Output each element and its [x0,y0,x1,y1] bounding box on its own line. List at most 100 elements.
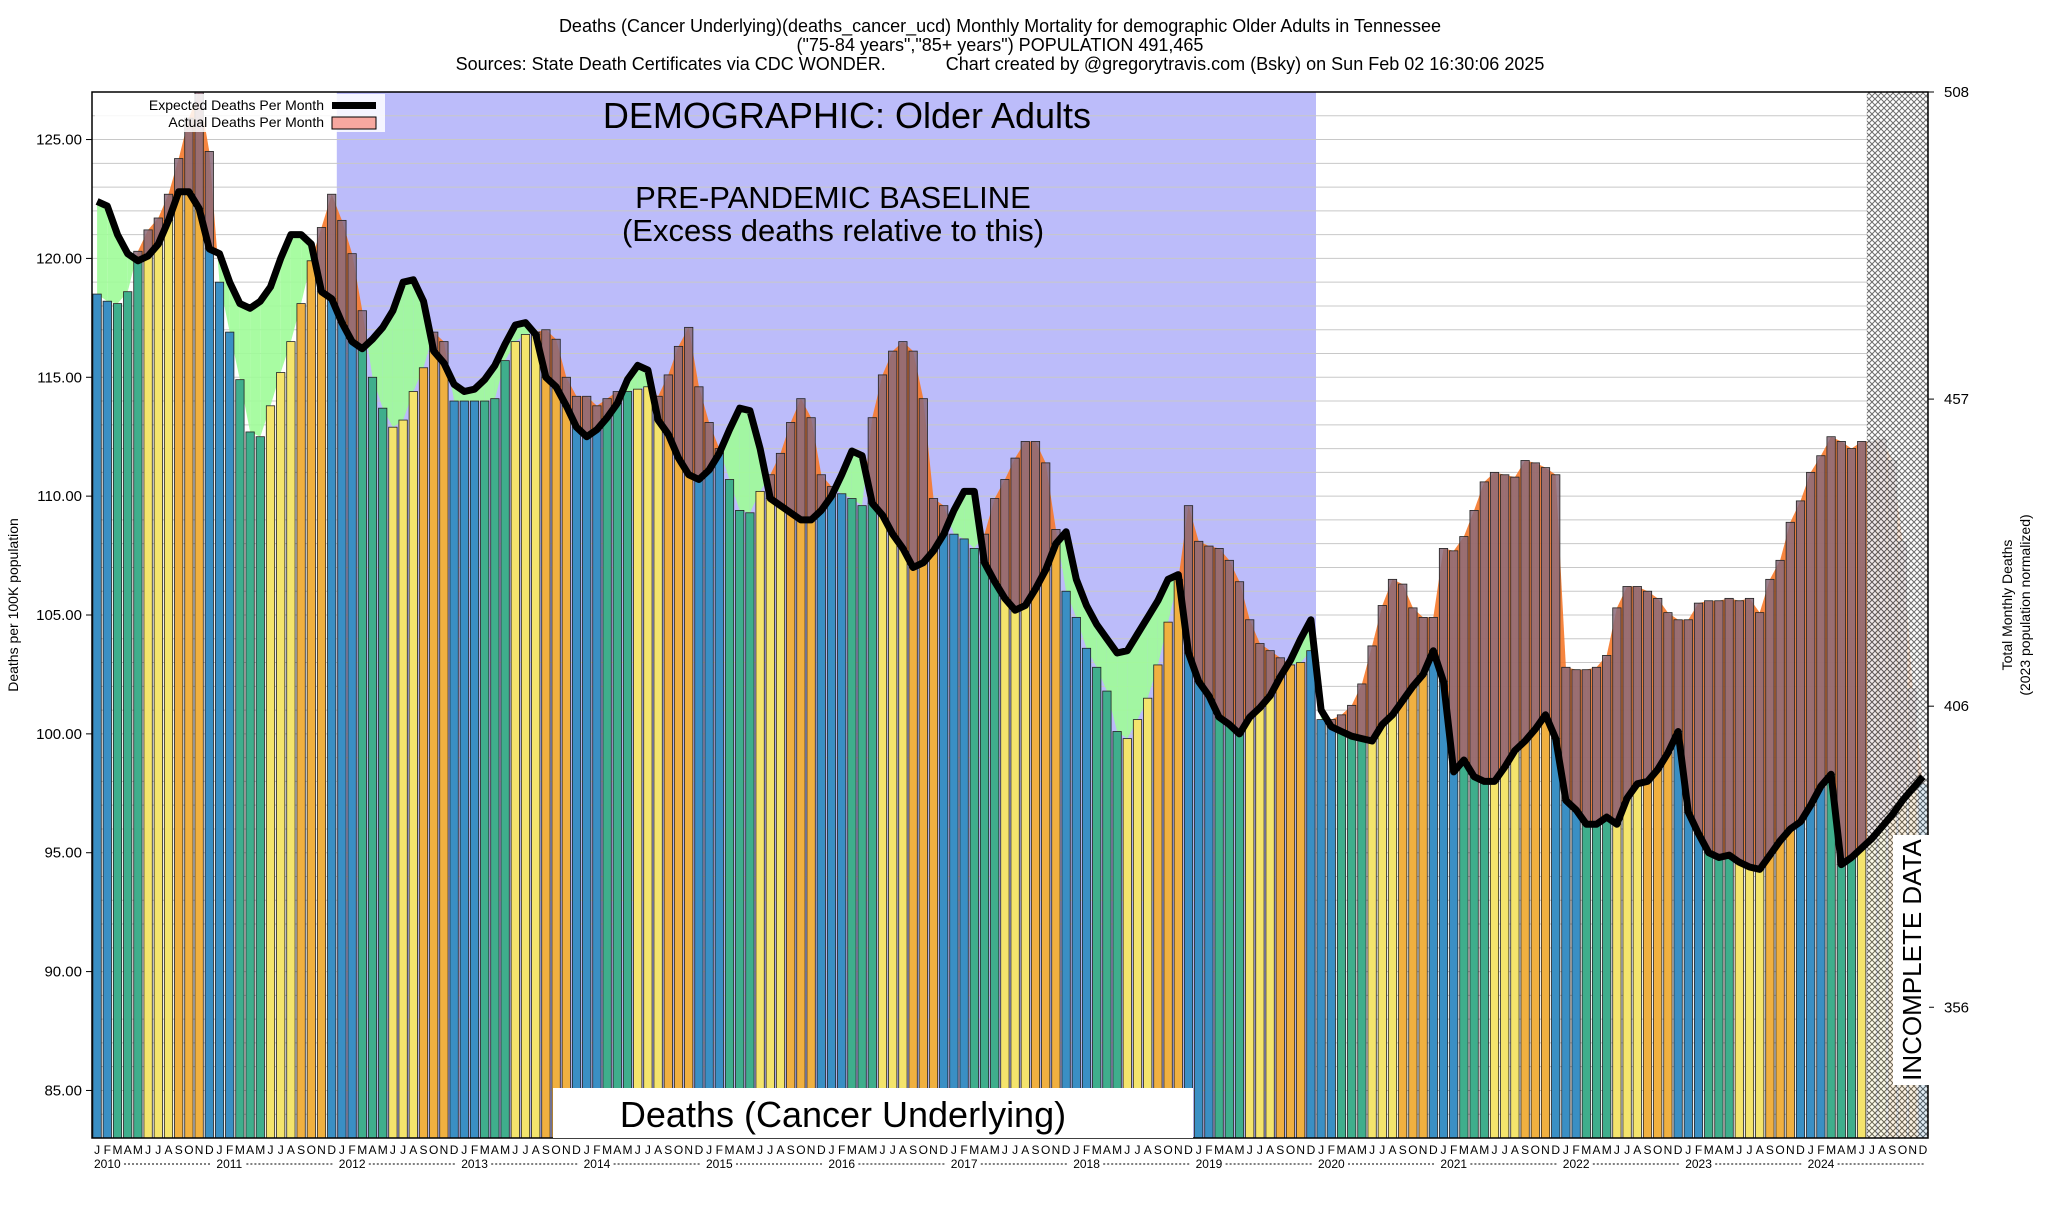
bar [236,380,244,1138]
y2-tick-label: 457 [1944,391,1969,408]
x-month-label: O [1408,1143,1417,1157]
bar-excess [1399,584,1407,700]
x-month-label: A [491,1143,499,1157]
bar [501,361,509,1138]
bar [562,406,570,1138]
bar [256,437,264,1138]
bar [389,427,397,1138]
incomplete-data-label: INCOMPLETE DATA [1897,838,1927,1080]
bar-excess [674,346,682,458]
bar [889,534,897,1138]
bar [1052,544,1060,1138]
x-month-label: F [1328,1143,1335,1157]
x-month-label: J [512,1143,518,1157]
x-month-label: O [184,1143,193,1157]
bar-excess [1705,601,1713,853]
x-month-label: M [1459,1143,1469,1157]
excess-deficit-area [97,201,107,301]
bar-excess [1613,608,1621,824]
x-month-label: J [523,1143,529,1157]
bar-excess [1827,437,1835,775]
bar-excess [1501,475,1509,767]
bar [521,334,529,1138]
x-month-label: J [584,1143,590,1157]
x-month-label: M [1357,1143,1367,1157]
x-month-label: O [1775,1143,1784,1157]
bar-excess [1205,546,1213,696]
x-month-label: D [1429,1143,1438,1157]
bar [113,304,121,1138]
x-month-label: O [919,1143,928,1157]
bar [1205,696,1213,1138]
bar-excess [1511,477,1519,750]
x-year-label: 2018 [1073,1157,1100,1171]
bar [1256,708,1264,1138]
bar-excess [1225,560,1233,724]
x-month-label: J [1369,1143,1375,1157]
bar [1541,715,1549,1138]
bar [1368,741,1376,1138]
bar [1184,653,1192,1138]
bar-excess [1215,548,1223,717]
x-month-label: J [890,1143,896,1157]
bar [940,534,948,1138]
bar-excess [1592,667,1600,824]
x-month-label: M [235,1143,245,1157]
x-month-label: M [990,1143,1000,1157]
x-year-label: 2015 [706,1157,733,1171]
bar-excess [1470,510,1478,776]
bar [1654,770,1662,1138]
bar [185,192,193,1138]
bar-excess [1378,605,1386,724]
y2-tick-label: 356 [1944,999,1969,1016]
bar [1715,857,1723,1138]
bar [1592,824,1600,1138]
bar [664,434,672,1138]
bar [175,192,183,1138]
bar [481,401,489,1138]
bar [715,453,723,1138]
x-month-label: A [899,1143,907,1157]
x-month-label: A [246,1143,254,1157]
bar [919,563,927,1138]
bar [287,342,295,1138]
bar [348,342,356,1138]
bar-excess [1766,579,1774,855]
bar [317,292,325,1138]
x-month-label: A [1266,1143,1274,1157]
x-month-label: O [1653,1143,1662,1157]
x-month-label: J [1502,1143,1508,1157]
bar [328,299,336,1138]
bar [1603,817,1611,1138]
bar [379,408,387,1138]
x-month-label: S [1888,1143,1896,1157]
bar [124,292,132,1138]
x-year-label: 2021 [1440,1157,1467,1171]
bar [491,399,499,1138]
x-month-label: J [1379,1143,1385,1157]
bar-excess [1246,620,1254,717]
bar [1327,727,1335,1138]
cause-label: Deaths (Cancer Underlying) [620,1094,1066,1135]
x-month-label: M [1602,1143,1612,1157]
bar-excess [1674,620,1682,732]
bar-excess [1623,586,1631,798]
chart-title-line1: Deaths (Cancer Underlying)(deaths_cancer… [559,16,1441,37]
bar [1643,781,1651,1138]
chart-title-line3: Sources: State Death Certificates via CD… [456,54,1545,74]
x-month-label: S [909,1143,917,1157]
bar-excess [1745,598,1753,867]
x-month-label: J [217,1143,223,1157]
bar [950,534,958,1138]
bar-excess [1552,475,1560,739]
bar-excess [1031,441,1039,588]
x-month-label: F [960,1143,967,1157]
bar [1684,812,1692,1138]
bar [430,351,438,1138]
bar-excess [695,387,703,480]
bar-excess [1368,646,1376,741]
bar-excess [1429,617,1437,650]
x-year-label: 2016 [828,1157,855,1171]
bar-excess [328,194,336,299]
